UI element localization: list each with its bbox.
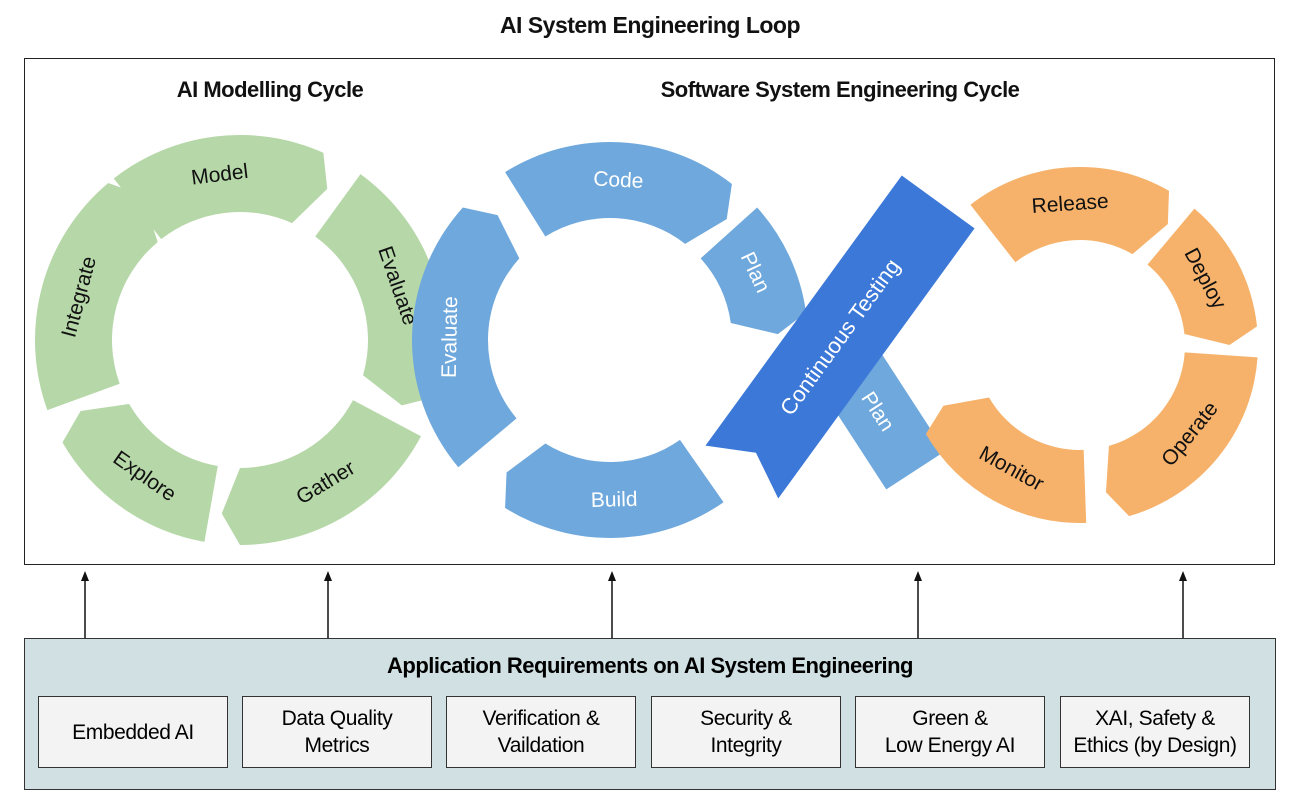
sw-cycle-heading: Software System Engineering Cycle: [660, 77, 1020, 102]
arrow-head-icon: [1179, 571, 1187, 581]
diagram-title: AI System Engineering Loop: [499, 12, 801, 38]
dev-segment-evaluate: [411, 207, 520, 468]
ai-segment-model: [113, 134, 328, 240]
ops-segment-release-label: Release: [1031, 190, 1109, 218]
dev-segment-build: [505, 439, 724, 538]
ops-segment-release: [970, 166, 1169, 263]
engineering-loop-frame: [24, 58, 1275, 565]
dev-segment-plan: [700, 207, 807, 335]
ops-segment-monitor: [925, 397, 1087, 523]
ai-segment-integrate: [34, 182, 158, 411]
requirement-box: Green & Low Energy AI: [855, 696, 1045, 768]
ai-segment-explore: [62, 404, 218, 542]
requirement-box: Security & Integrity: [651, 696, 841, 768]
arrow-head-icon: [81, 571, 89, 581]
dev-segment-code-label: Code: [593, 167, 644, 193]
dev-segment-build-label: Build: [591, 488, 638, 512]
requirement-box: Verification & Vaildation: [446, 696, 636, 768]
ops-segment-deploy: [1147, 208, 1258, 345]
dev-segment-code: [505, 141, 732, 244]
ai-segment-gather: [221, 400, 422, 545]
requirements-panel: Application Requirements on AI System En…: [24, 638, 1276, 790]
ai-cycle-heading: AI Modelling Cycle: [176, 77, 364, 102]
continuous-testing-shape: [705, 175, 975, 499]
arrow-head-icon: [324, 571, 332, 581]
arrow-head-icon: [914, 571, 922, 581]
requirement-box: Embedded AI: [38, 696, 228, 768]
arrow-head-icon: [608, 571, 616, 581]
dev-segment-evaluate-label: Evaluate: [438, 296, 462, 378]
requirements-heading: Application Requirements on AI System En…: [387, 653, 914, 678]
requirement-box: XAI, Safety & Ethics (by Design): [1060, 696, 1250, 768]
requirement-box: Data Quality Metrics: [242, 696, 432, 768]
ops-segment-operate: [1105, 352, 1258, 517]
